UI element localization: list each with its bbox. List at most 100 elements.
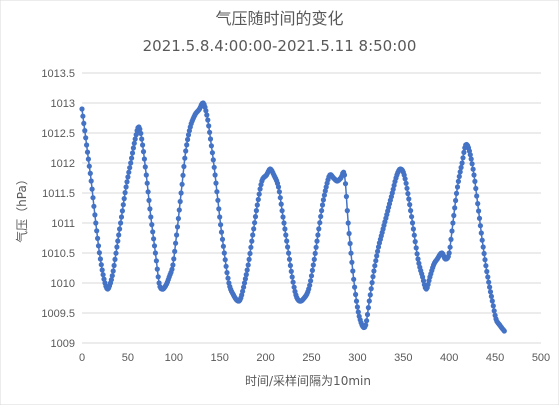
data-point <box>319 202 326 208</box>
data-point <box>84 149 91 155</box>
data-point <box>170 262 176 268</box>
data-point <box>364 311 371 318</box>
data-point <box>129 150 136 156</box>
data-point <box>454 184 461 190</box>
data-point <box>247 250 253 257</box>
data-point <box>209 150 215 156</box>
data-point <box>143 172 149 178</box>
data-series <box>79 100 507 334</box>
x-tick-label: 300 <box>348 352 366 364</box>
data-point <box>307 282 313 288</box>
data-point <box>117 226 123 232</box>
data-point <box>341 172 348 178</box>
data-point <box>459 160 465 166</box>
data-point <box>391 182 397 188</box>
data-point <box>140 142 146 148</box>
data-point <box>210 157 216 163</box>
chart-title: 气压随时间的变化 <box>215 9 343 28</box>
data-point <box>318 213 324 220</box>
data-point <box>447 244 453 250</box>
data-point <box>150 229 156 235</box>
data-point <box>211 164 217 170</box>
data-point <box>149 222 155 228</box>
data-point <box>491 308 497 314</box>
data-point <box>109 273 115 279</box>
data-point <box>118 214 125 220</box>
data-point <box>458 164 464 171</box>
data-point <box>486 279 492 285</box>
data-point <box>185 136 191 143</box>
data-point <box>213 180 219 186</box>
data-point <box>478 230 484 236</box>
data-point <box>308 273 315 279</box>
data-point <box>314 238 320 244</box>
data-point <box>81 120 87 126</box>
data-point <box>409 214 415 220</box>
data-point <box>93 220 99 226</box>
data-point <box>481 250 487 257</box>
data-point <box>87 170 93 176</box>
x-tick-label: 350 <box>394 352 412 364</box>
y-tick-label: 1013.5 <box>41 68 75 80</box>
data-point <box>89 186 95 192</box>
data-point <box>222 257 228 263</box>
data-point <box>474 193 480 199</box>
data-point <box>212 172 218 178</box>
data-point <box>241 280 248 286</box>
data-point <box>174 232 180 238</box>
data-point <box>448 236 454 242</box>
data-point <box>129 155 135 161</box>
data-point <box>154 266 160 272</box>
data-point <box>110 268 116 274</box>
data-point <box>119 208 125 214</box>
data-point <box>286 250 292 256</box>
y-tick-label: 1013 <box>51 98 75 110</box>
data-point <box>153 258 159 264</box>
data-point <box>490 303 496 309</box>
y-tick-label: 1010 <box>51 278 75 290</box>
data-point <box>133 132 139 138</box>
data-point <box>80 113 86 119</box>
data-point <box>275 184 282 190</box>
data-point <box>175 215 181 222</box>
data-point <box>285 244 291 250</box>
data-point <box>310 262 316 268</box>
data-point <box>353 291 359 298</box>
data-point <box>112 256 118 262</box>
data-point <box>367 292 373 298</box>
data-point <box>171 256 177 262</box>
data-point <box>446 250 452 256</box>
data-point <box>369 280 375 286</box>
data-point <box>286 256 293 262</box>
data-point <box>223 263 229 269</box>
data-point <box>176 207 182 213</box>
data-point <box>280 214 286 220</box>
data-point <box>97 256 103 262</box>
data-point <box>174 224 181 230</box>
data-point <box>319 208 325 214</box>
data-point <box>82 128 88 134</box>
data-point <box>256 191 262 197</box>
data-point <box>146 197 152 203</box>
data-point <box>405 191 411 197</box>
data-point <box>472 178 478 184</box>
data-point <box>100 272 106 278</box>
data-point <box>240 288 246 294</box>
data-point <box>169 266 175 272</box>
y-tick-label: 1011.5 <box>42 188 75 200</box>
data-point <box>207 129 213 135</box>
data-point <box>178 190 184 196</box>
data-point <box>449 228 455 234</box>
data-point <box>248 244 254 250</box>
data-point <box>277 195 283 201</box>
data-point <box>184 142 190 148</box>
data-point <box>322 188 328 194</box>
data-point <box>138 130 144 136</box>
data-point <box>346 230 352 237</box>
data-point <box>155 274 161 280</box>
data-point <box>375 244 382 250</box>
data-point <box>182 155 188 161</box>
data-point <box>450 220 456 226</box>
data-point <box>92 212 98 218</box>
